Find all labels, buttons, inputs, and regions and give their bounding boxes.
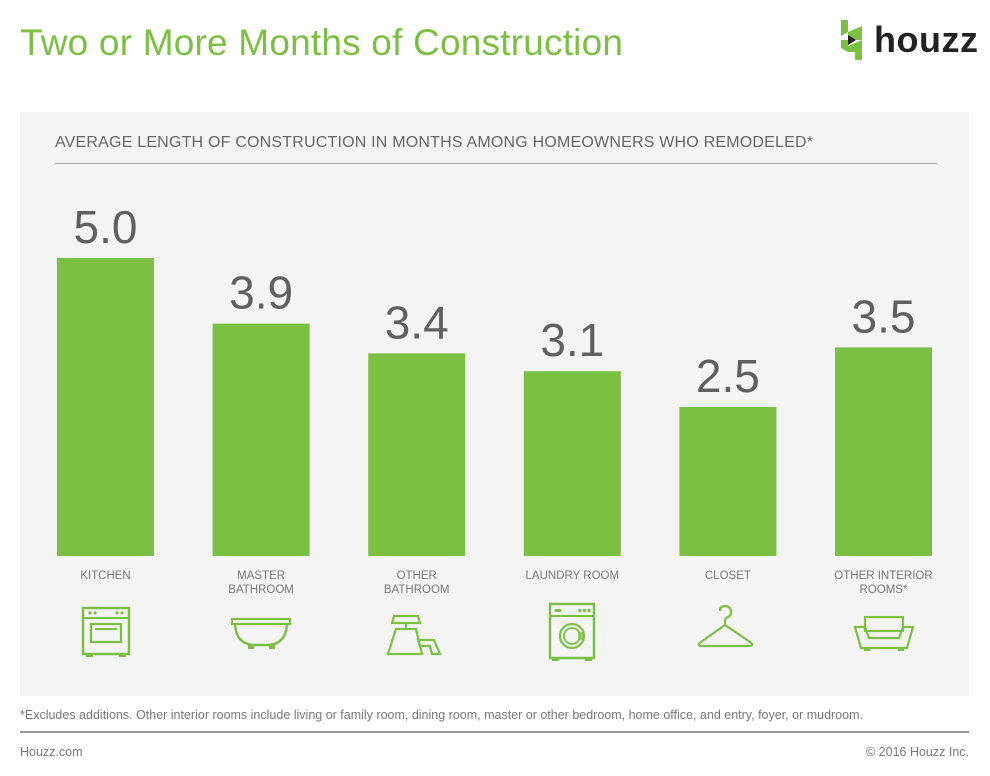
- category-label-line: ROOMS*: [859, 584, 908, 596]
- logo-wordmark: houzz: [874, 19, 979, 60]
- bar-5: [835, 347, 932, 556]
- houzz-logo[interactable]: houzz: [838, 18, 978, 62]
- footer-site[interactable]: Houzz.com: [20, 745, 83, 759]
- category-label-line: OTHER INTERIOR: [834, 570, 933, 582]
- category-label: LAUNDRY ROOM: [497, 569, 647, 583]
- bar-value-label: 5.0: [74, 201, 138, 253]
- bar-value-label: 3.5: [852, 290, 916, 342]
- category-label: KITCHEN: [31, 569, 181, 583]
- bathtub-icon: [226, 600, 296, 664]
- category-label: OTHER INTERIOR ROOMS*: [809, 569, 959, 597]
- category-label: OTHER BATHROOM: [342, 569, 492, 597]
- category-label: MASTER BATHROOM: [186, 569, 336, 597]
- category-label-line: OTHER: [396, 570, 437, 582]
- sink-faucet-icon: [382, 600, 452, 664]
- chart-title-divider: [55, 163, 937, 164]
- bar-4: [679, 407, 777, 556]
- category-label-line: CLOSET: [704, 570, 751, 582]
- category-label-line: KITCHEN: [80, 570, 131, 582]
- bar-0: [57, 258, 154, 556]
- category-label-line: MASTER: [237, 570, 286, 582]
- bar-value-label: 2.5: [696, 350, 760, 402]
- bar-1: [212, 323, 310, 556]
- houzz-logo-icon: [841, 20, 862, 60]
- bar-3: [523, 371, 621, 556]
- bar-value-label: 3.9: [229, 267, 293, 319]
- footnote: *Excludes additions. Other interior room…: [20, 708, 863, 722]
- bar-2: [368, 353, 466, 556]
- page-title: Two or More Months of Construction: [20, 22, 624, 63]
- hanger-icon: [693, 600, 763, 664]
- bar-value-label: 3.4: [385, 296, 449, 348]
- category-label: CLOSET: [653, 569, 803, 583]
- category-label-line: LAUNDRY ROOM: [525, 570, 620, 582]
- chart-panel: [20, 112, 969, 696]
- footer-divider: [20, 731, 969, 733]
- category-label-line: BATHROOM: [228, 584, 294, 596]
- category-label-line: BATHROOM: [383, 584, 450, 596]
- chart-title: AVERAGE LENGTH OF CONSTRUCTION IN MONTHS…: [55, 134, 814, 151]
- footer-copyright: © 2016 Houzz Inc.: [865, 745, 969, 759]
- oven-icon: [71, 600, 141, 664]
- washing-machine-icon: [537, 600, 607, 664]
- sofa-icon: [849, 600, 919, 664]
- bar-value-label: 3.1: [540, 314, 604, 366]
